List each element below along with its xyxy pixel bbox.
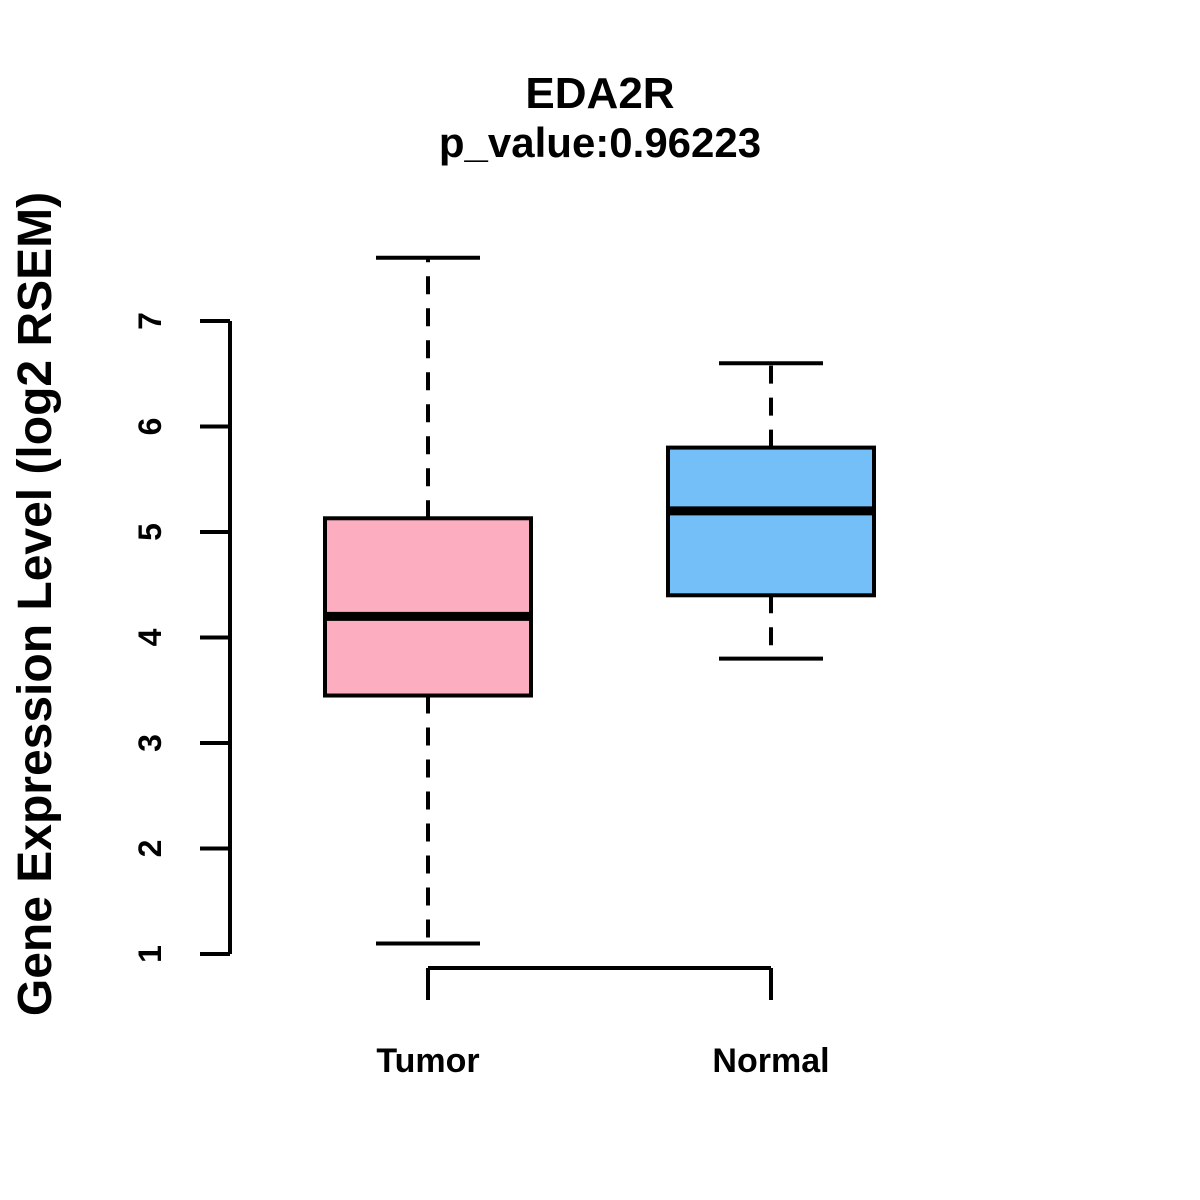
y-tick-label-6: 6 bbox=[132, 418, 168, 436]
tumor-box bbox=[323, 516, 533, 698]
x-axis-label-tumor: Tumor bbox=[376, 1042, 479, 1080]
normal-box bbox=[666, 445, 876, 598]
chart-title: EDA2R bbox=[525, 69, 675, 118]
y-tick-label-2: 2 bbox=[132, 840, 168, 858]
x-axis-label-normal: Normal bbox=[712, 1042, 829, 1080]
y-tick-label-3: 3 bbox=[132, 734, 168, 752]
chart-subtitle: p_value:0.96223 bbox=[438, 119, 762, 166]
y-tick-label-5: 5 bbox=[132, 523, 168, 541]
y-tick-label-7: 7 bbox=[132, 312, 168, 330]
y-tick-label-1: 1 bbox=[132, 945, 168, 963]
y-tick-label-4: 4 bbox=[132, 628, 168, 646]
